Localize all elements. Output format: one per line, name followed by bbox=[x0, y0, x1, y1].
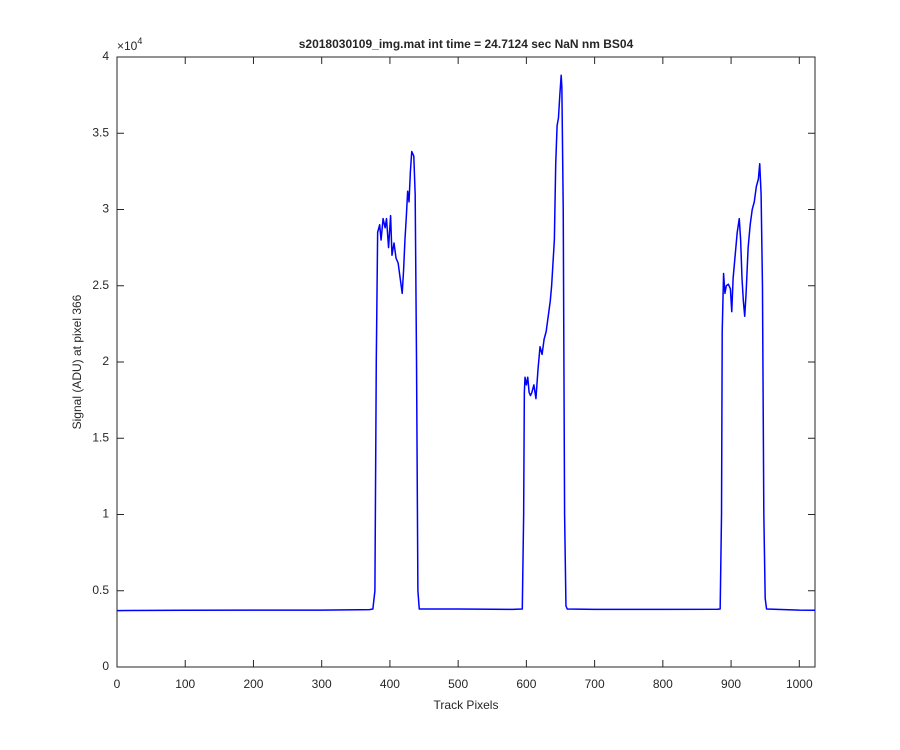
y-axis-label: Signal (ADU) at pixel 366 bbox=[70, 294, 84, 429]
x-tick-label: 600 bbox=[516, 677, 536, 691]
x-tick-label: 0 bbox=[114, 677, 121, 691]
x-tick-label: 500 bbox=[448, 677, 468, 691]
y-tick-label: 0.5 bbox=[92, 583, 109, 597]
y-tick-label: 1.5 bbox=[92, 430, 109, 444]
x-axis-label: Track Pixels bbox=[434, 698, 499, 712]
x-tick-label: 800 bbox=[653, 677, 673, 691]
y-tick-label: 0 bbox=[102, 659, 109, 673]
x-tick-label: 1000 bbox=[786, 677, 813, 691]
data-line bbox=[116, 74, 816, 612]
y-tick-label: 3 bbox=[102, 202, 109, 216]
plot-box bbox=[116, 56, 816, 668]
y-tick-label: 2.5 bbox=[92, 278, 109, 292]
x-tick-label: 200 bbox=[243, 677, 263, 691]
x-tick-label: 900 bbox=[721, 677, 741, 691]
multiplier-base: ×10 bbox=[117, 39, 138, 53]
y-tick-label: 4 bbox=[102, 49, 109, 63]
x-tick-label: 700 bbox=[585, 677, 605, 691]
multiplier-exponent: 4 bbox=[137, 36, 142, 46]
chart-title: s2018030109_img.mat int time = 24.7124 s… bbox=[299, 37, 634, 51]
x-tick-label: 400 bbox=[380, 677, 400, 691]
x-tick-label: 300 bbox=[312, 677, 332, 691]
y-tick-label: 2 bbox=[102, 354, 109, 368]
x-tick-label: 100 bbox=[175, 677, 195, 691]
y-tick-label: 3.5 bbox=[92, 125, 109, 139]
y-multiplier: ×104 bbox=[117, 36, 142, 53]
y-tick-label: 1 bbox=[102, 507, 109, 521]
